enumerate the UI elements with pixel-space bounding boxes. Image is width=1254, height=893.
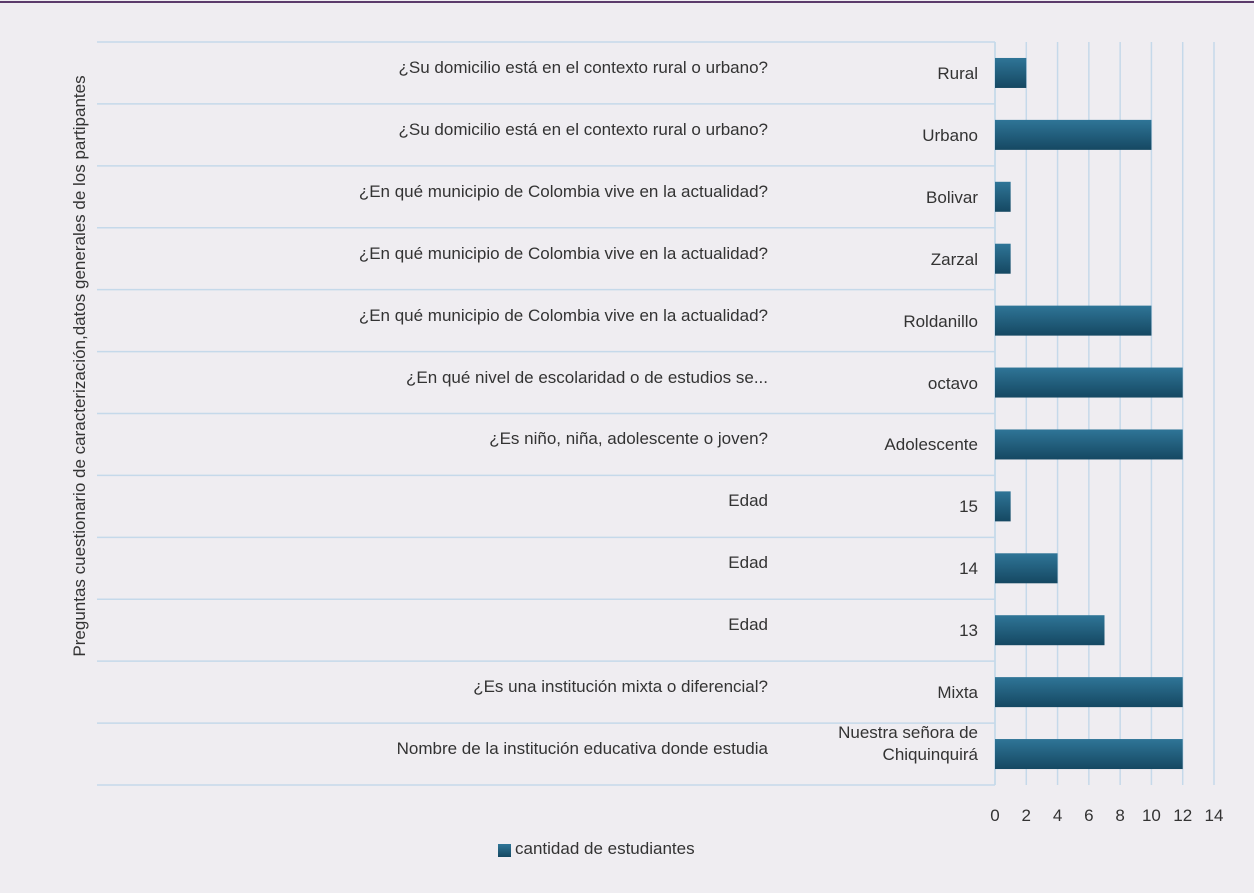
bar [995, 553, 1058, 584]
x-tick-label: 0 [990, 806, 1000, 825]
category-label: Zarzal [930, 249, 978, 269]
group-label: ¿Su domicilio está en el contexto rural … [398, 57, 768, 77]
x-tick-label: 14 [1204, 806, 1224, 825]
category-label: 14 [959, 559, 978, 579]
legend-label: cantidad de estudiantes [515, 839, 695, 858]
bar [995, 739, 1183, 770]
group-label: ¿Su domicilio está en el contexto rural … [398, 119, 768, 139]
bar [995, 181, 1011, 212]
group-label: ¿Es una institución mixta o diferencial? [473, 677, 768, 697]
bar [995, 615, 1105, 646]
group-label: Edad [728, 491, 768, 511]
category-label: Urbano [922, 125, 978, 145]
category-label: 13 [959, 621, 978, 641]
group-label: Edad [728, 553, 768, 573]
bar [995, 677, 1183, 708]
x-tick-label: 2 [1021, 806, 1032, 825]
x-tick-label: 8 [1115, 806, 1125, 825]
category-label: Bolivar [926, 187, 978, 207]
bar [995, 243, 1011, 274]
x-tick-label: 6 [1084, 806, 1094, 825]
bar [995, 429, 1183, 460]
group-label: ¿Es niño, niña, adolescente o joven? [489, 429, 768, 449]
category-label: octavo [927, 373, 978, 393]
group-label: ¿En qué municipio de Colombia vive en la… [358, 243, 768, 263]
category-label: Nuestra señora de Chiquinquirá [838, 723, 978, 765]
category-label: Roldanillo [903, 311, 978, 331]
category-label: 15 [959, 497, 978, 517]
bar [995, 305, 1152, 336]
bar [995, 491, 1011, 522]
group-label: ¿En qué municipio de Colombia vive en la… [358, 181, 768, 201]
group-label: ¿En qué nivel de escolaridad o de estudi… [406, 367, 768, 387]
group-label: Nombre de la institución educativa donde… [396, 739, 768, 759]
y-axis-label: Preguntas cuestionario de caracterizació… [70, 75, 89, 657]
group-label: ¿En qué municipio de Colombia vive en la… [358, 305, 768, 325]
bar [995, 367, 1183, 398]
x-tick-label: 10 [1141, 806, 1161, 825]
bar [995, 119, 1152, 150]
legend-swatch [498, 844, 511, 857]
x-tick-label: 4 [1052, 806, 1063, 825]
x-tick-label: 12 [1173, 806, 1193, 825]
category-label: Mixta [937, 683, 978, 703]
category-label: Rural [937, 63, 978, 83]
category-label: Adolescente [884, 435, 978, 455]
group-label: Edad [728, 615, 768, 635]
bar [995, 57, 1027, 88]
